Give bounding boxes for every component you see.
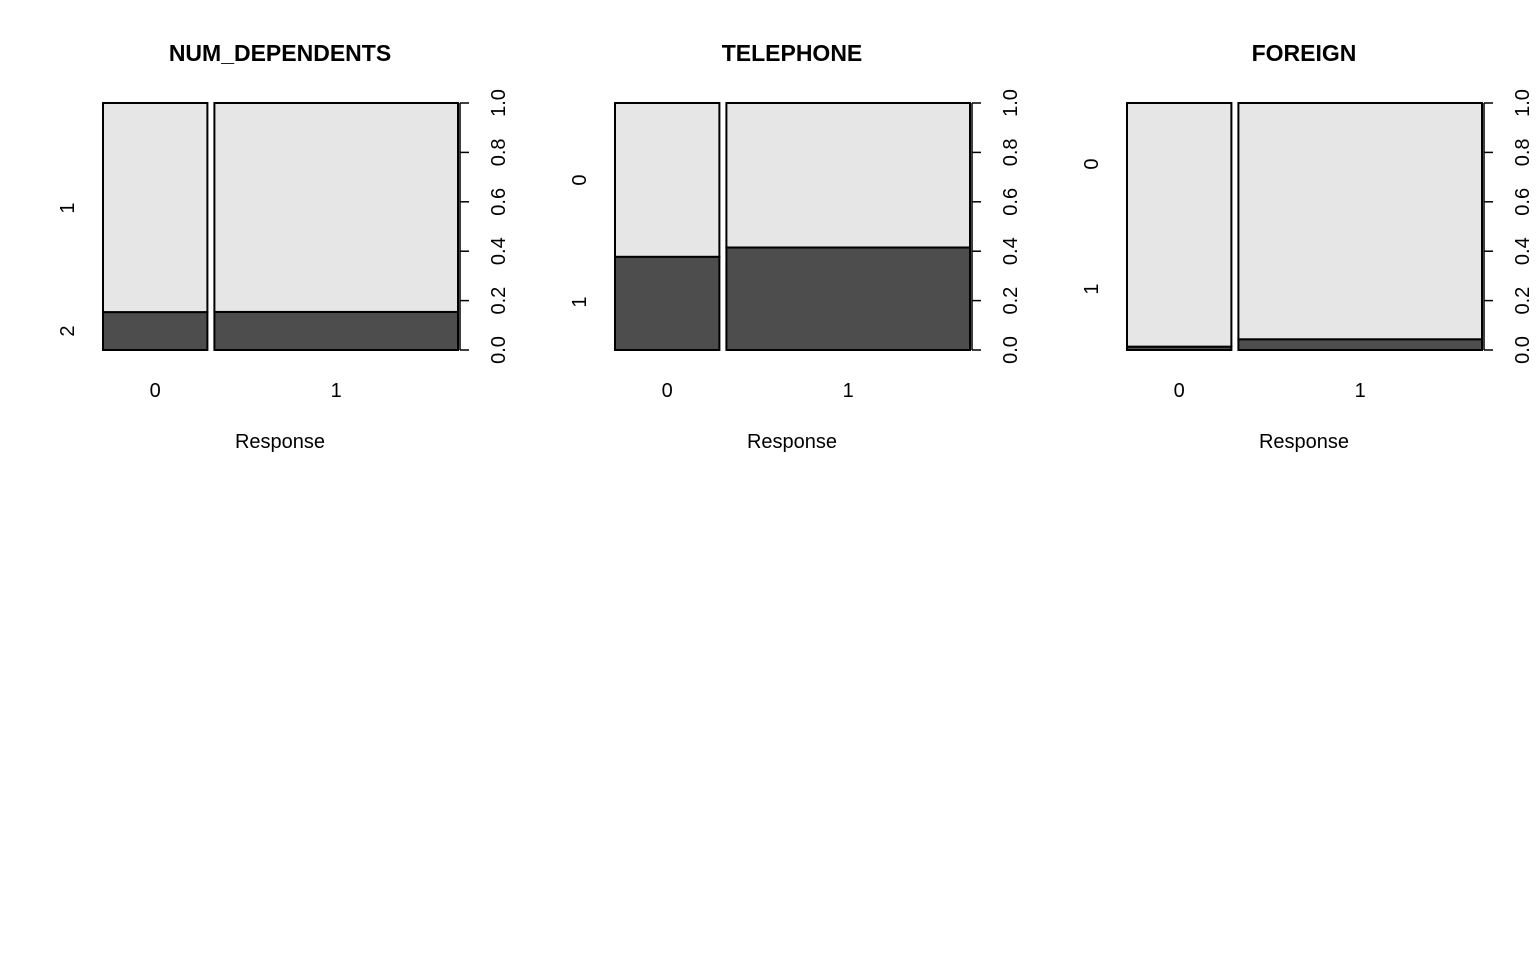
right-axis-tick-label: 0.2 [1000, 287, 1022, 315]
bar-lower-0 [1126, 345, 1233, 352]
bar-upper-1 [213, 102, 459, 313]
panel-telephone: TELEPHONE 0 1 Response 1 0 0.0 0.2 0.4 0.6 0.8 1.0 [569, 40, 1022, 453]
bar-upper-1 [725, 102, 971, 249]
x-tick-label: 0 [1174, 380, 1185, 402]
x-tick-label: 0 [662, 380, 673, 402]
y-level-label: 1 [569, 296, 591, 307]
right-axis-tick-label: 0.0 [1512, 336, 1534, 364]
y-level-label: 2 [57, 325, 79, 336]
panel-foreign: FOREIGN 0 1 Response 1 0 0.0 0.2 0.4 0.6 0.8 1.0 [1081, 40, 1534, 453]
y-level-label: 0 [1081, 158, 1103, 169]
right-axis-tick-label: 1.0 [488, 89, 510, 117]
right-axis-tick-label: 1.0 [1512, 89, 1534, 117]
right-axis-tick-label: 0.0 [488, 336, 510, 364]
chart-title: FOREIGN [1252, 40, 1357, 66]
y-level-label: 1 [1081, 283, 1103, 294]
bar-upper-0 [102, 102, 209, 314]
bar-upper-0 [1126, 102, 1233, 348]
right-axis-tick-label: 0.6 [1000, 188, 1022, 216]
bar-upper-0 [614, 102, 721, 258]
y-level-label: 1 [57, 202, 79, 213]
x-tick-label: 1 [843, 380, 854, 402]
x-tick-label: 1 [1355, 380, 1366, 402]
right-axis-tick-label: 0.0 [1000, 336, 1022, 364]
y-level-label: 0 [569, 174, 591, 185]
right-axis-tick-label: 0.4 [1512, 237, 1534, 265]
x-tick-label: 0 [150, 380, 161, 402]
right-axis-tick-label: 0.4 [1000, 237, 1022, 265]
bar-lower-0 [614, 255, 721, 352]
right-axis-tick-label: 1.0 [1000, 89, 1022, 117]
panel-num-dependents: NUM_DEPENDENTS 0 1 Response 2 1 0.0 0.2 0.4 0.6 0.… [57, 40, 510, 453]
right-axis-tick-label: 0.8 [488, 138, 510, 166]
x-axis-label: Response [235, 431, 325, 453]
bar-lower-1 [1237, 338, 1483, 351]
right-axis-tick-label: 0.4 [488, 237, 510, 265]
chart-title: NUM_DEPENDENTS [169, 40, 391, 66]
right-axis-tick-label: 0.2 [1512, 287, 1534, 315]
bar-upper-1 [1237, 102, 1483, 341]
bar-lower-1 [213, 310, 459, 352]
chart-title: TELEPHONE [722, 40, 863, 66]
bar-lower-0 [102, 311, 209, 352]
x-axis-label: Response [747, 431, 837, 453]
right-axis-tick-label: 0.8 [1000, 138, 1022, 166]
right-axis-tick-label: 0.6 [488, 188, 510, 216]
right-axis-tick-label: 0.8 [1512, 138, 1534, 166]
x-axis-label: Response [1259, 431, 1349, 453]
right-axis-tick-label: 0.6 [1512, 188, 1534, 216]
right-axis-tick-label: 0.2 [488, 287, 510, 315]
bar-lower-1 [725, 246, 971, 351]
x-tick-label: 1 [331, 380, 342, 402]
